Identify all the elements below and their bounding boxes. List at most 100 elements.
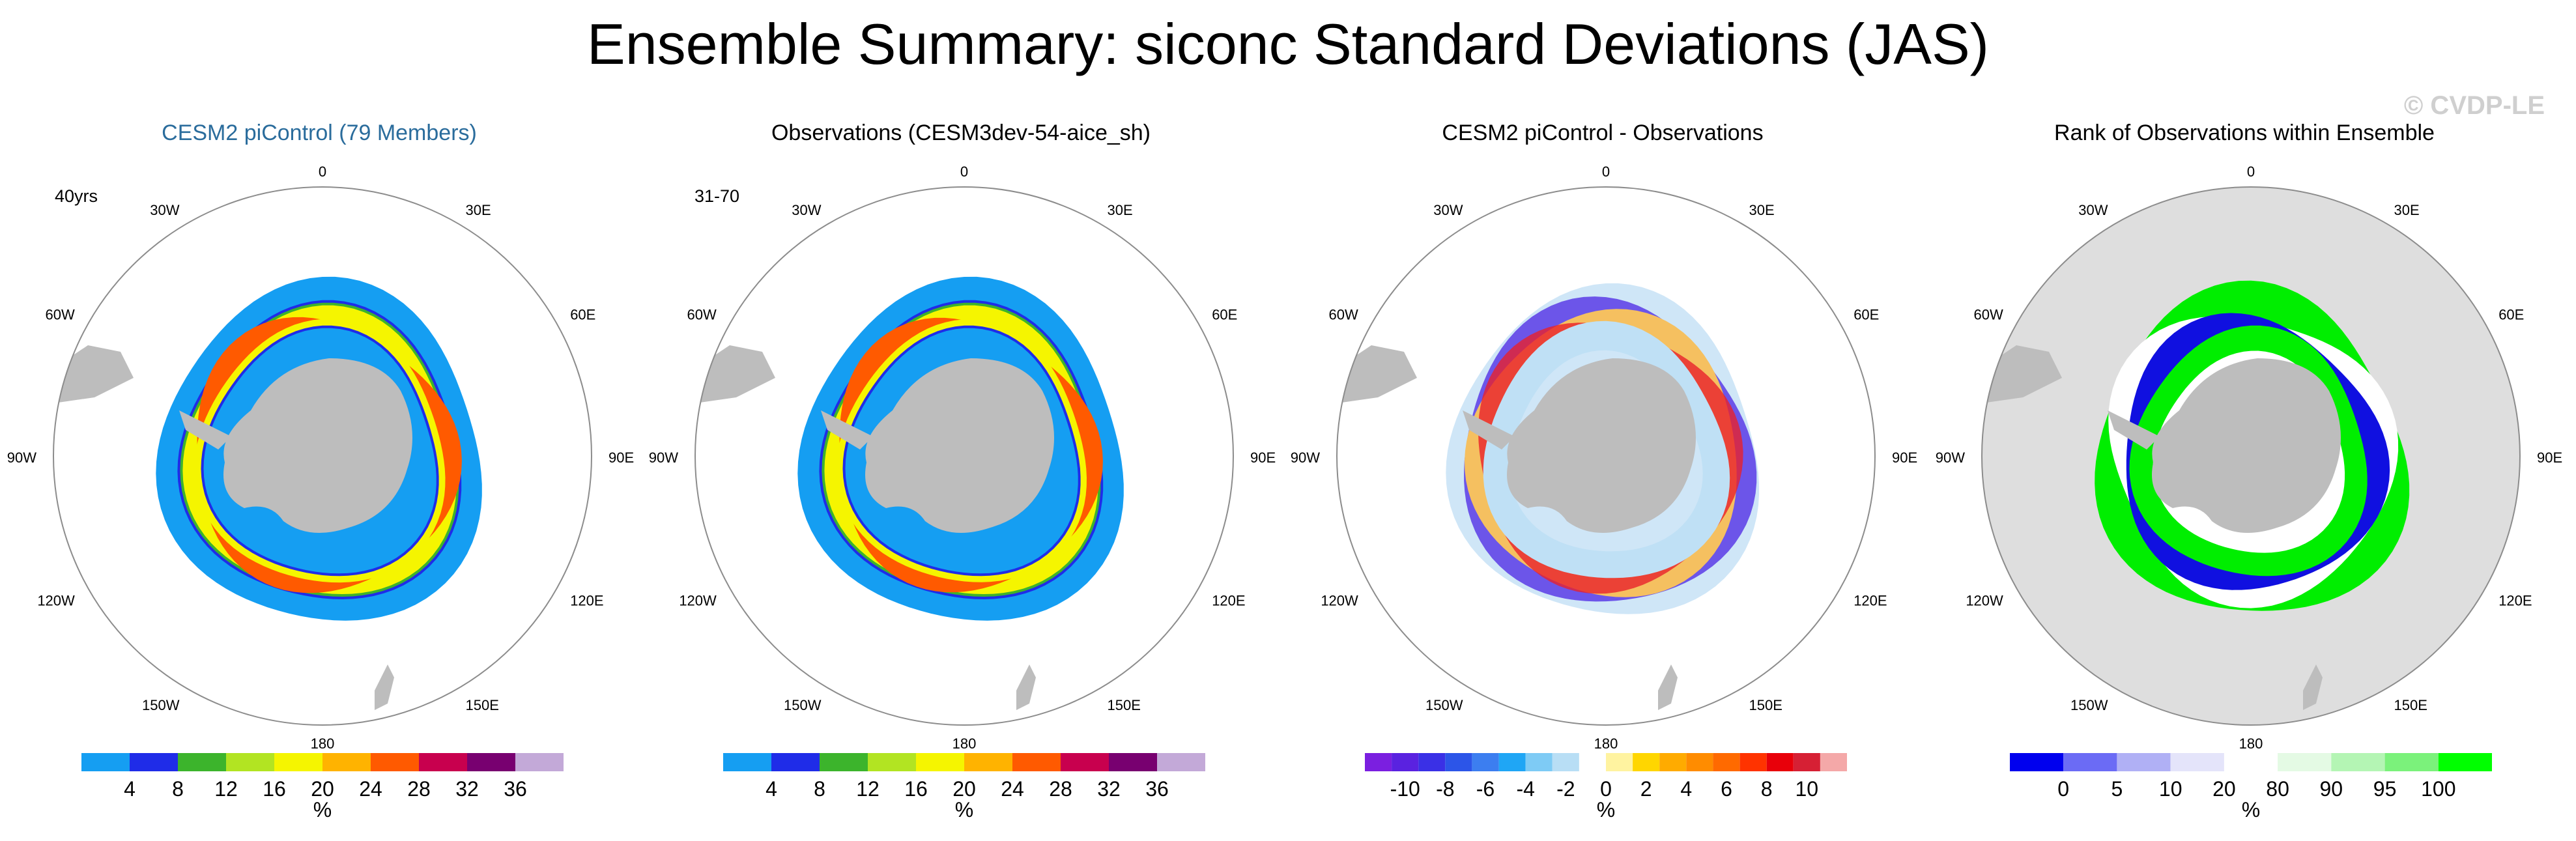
colorbar-swatch xyxy=(1445,753,1472,771)
panel-title-difference: CESM2 piControl - Observations xyxy=(1442,121,1764,145)
longitude-label: 60E xyxy=(1212,307,1237,323)
colorbar: 4 8 12 16 20 24 28 32 36% xyxy=(723,753,1205,821)
colorbar-swatch xyxy=(1793,753,1820,771)
colorbar-swatch xyxy=(2438,753,2492,771)
colorbar-swatch xyxy=(2384,753,2439,771)
colorbar-swatch xyxy=(467,753,515,771)
colorbar-swatch xyxy=(178,753,226,771)
longitude-label: 150W xyxy=(142,697,180,713)
colorbar-tick-label: -8 xyxy=(1436,777,1454,801)
longitude-label: 150W xyxy=(784,697,822,713)
colorbar-swatch xyxy=(1109,753,1157,771)
colorbar-tick-label: 4 xyxy=(124,777,136,801)
antarctic-peninsula xyxy=(179,410,231,449)
panel-period-model: 40yrs xyxy=(55,186,98,206)
longitude-label: 0 xyxy=(2247,164,2255,180)
longitude-label: 150W xyxy=(1425,697,1463,713)
colorbar-tick-label: 95 xyxy=(2373,777,2397,801)
longitude-label: 180 xyxy=(2239,735,2263,752)
colorbar-swatch xyxy=(515,753,564,771)
longitude-label: 180 xyxy=(1594,735,1618,752)
colorbar-swatch xyxy=(2010,753,2064,771)
colorbar-tick-label: 2 xyxy=(1640,777,1652,801)
longitude-label: 90W xyxy=(1936,449,1965,466)
colorbar-tick-label: 100 xyxy=(2421,777,2455,801)
longitude-label: 60W xyxy=(46,307,75,323)
colorbar-tick-label: 20 xyxy=(952,777,976,801)
colorbar-swatch xyxy=(868,753,916,771)
longitude-label: 30W xyxy=(150,202,179,218)
longitude-label: 90W xyxy=(7,449,36,466)
colorbar-tick-label: 4 xyxy=(1680,777,1692,801)
colorbar-tick-label: 20 xyxy=(311,777,334,801)
colorbar: 4 8 12 16 20 24 28 32 36% xyxy=(81,753,564,821)
colorbar-swatch xyxy=(1157,753,1205,771)
colorbar-swatch xyxy=(1012,753,1061,771)
colorbar-tick-label: 16 xyxy=(263,777,286,801)
colorbar-swatch xyxy=(130,753,178,771)
longitude-label: 120W xyxy=(1966,593,2003,609)
colorbar-tick-label: 20 xyxy=(2212,777,2236,801)
colorbar-units-label: % xyxy=(313,798,332,821)
colorbar-swatch xyxy=(2331,753,2385,771)
longitude-label: 120E xyxy=(570,593,603,609)
longitude-label: 90E xyxy=(608,449,634,466)
colorbar-tick-label: -2 xyxy=(1556,777,1575,801)
longitude-label: 60E xyxy=(2498,307,2524,323)
longitude-label: 150W xyxy=(2070,697,2108,713)
longitude-label: 30E xyxy=(466,202,491,218)
colorbar-swatch xyxy=(1392,753,1419,771)
longitude-label: 120E xyxy=(1853,593,1887,609)
panel-title-rank: Rank of Observations within Ensemble xyxy=(2054,121,2435,145)
figure-title: Ensemble Summary: siconc Standard Deviat… xyxy=(587,12,1989,76)
map-outline xyxy=(694,186,1234,726)
colorbar-units-label: % xyxy=(1597,798,1615,821)
colorbar-swatch xyxy=(1606,753,1633,771)
new-zealand-landmass xyxy=(1658,664,1678,710)
colorbar: -10 -8 -6 -4 -2 0 2 4 6 8 10% xyxy=(1365,753,1847,821)
longitude-label: 30W xyxy=(792,202,821,218)
watermark-label: © CVDP-LE xyxy=(2403,91,2545,120)
colorbar-tick-label: 36 xyxy=(1145,777,1169,801)
colorbar: 0 5 10 20 80 90 95 100% xyxy=(2010,753,2492,821)
longitude-label: 60E xyxy=(570,307,595,323)
colorbar-swatch xyxy=(1498,753,1526,771)
panel-period-observations: 31-70 xyxy=(694,186,740,206)
antarctica-landmass xyxy=(223,358,412,533)
map-panel-3: 0 30E 60E 90E 120E 150E 180 150W 120W 90W 60W 30W -1… xyxy=(1291,164,1917,821)
colorbar-tick-label: 0 xyxy=(1600,777,1612,801)
colorbar-swatch xyxy=(916,753,964,771)
colorbar-tick-label: 28 xyxy=(407,777,431,801)
longitude-label: 30E xyxy=(1108,202,1133,218)
map-panel-2: 0 30E 60E 90E 120E 150E 180 150W 120W 90W 60W 30W 4 8… xyxy=(649,164,1276,821)
colorbar-swatch xyxy=(723,753,771,771)
colorbar-tick-label: 10 xyxy=(1796,777,1819,801)
colorbar-swatch xyxy=(964,753,1012,771)
colorbar-swatch xyxy=(1713,753,1740,771)
colorbar-tick-label: 8 xyxy=(1761,777,1773,801)
longitude-label: 150E xyxy=(1108,697,1141,713)
colorbar-swatch xyxy=(2117,753,2171,771)
colorbar-swatch xyxy=(226,753,274,771)
colorbar-tick-label: -4 xyxy=(1516,777,1534,801)
longitude-label: 180 xyxy=(311,735,335,752)
colorbar-units-label: % xyxy=(2242,798,2260,821)
colorbar-swatch xyxy=(1061,753,1109,771)
colorbar-swatch xyxy=(1766,753,1794,771)
colorbar-swatch xyxy=(1739,753,1767,771)
colorbar-swatch xyxy=(1472,753,1499,771)
colorbar-swatch xyxy=(1418,753,1446,771)
colorbar-swatch xyxy=(1633,753,1660,771)
panel-title-observations: Observations (CESM3dev-54-aice_sh) xyxy=(771,121,1151,145)
longitude-label: 120E xyxy=(2498,593,2532,609)
colorbar-tick-label: 32 xyxy=(455,777,479,801)
colorbar-tick-label: 10 xyxy=(2159,777,2182,801)
map-outline xyxy=(53,186,592,726)
colorbar-tick-label: 16 xyxy=(904,777,928,801)
longitude-label: 30W xyxy=(1433,202,1463,218)
longitude-label: 60E xyxy=(1853,307,1879,323)
longitude-label: 0 xyxy=(1602,164,1610,180)
antarctic-peninsula xyxy=(821,410,873,449)
longitude-label: 60W xyxy=(1329,307,1358,323)
